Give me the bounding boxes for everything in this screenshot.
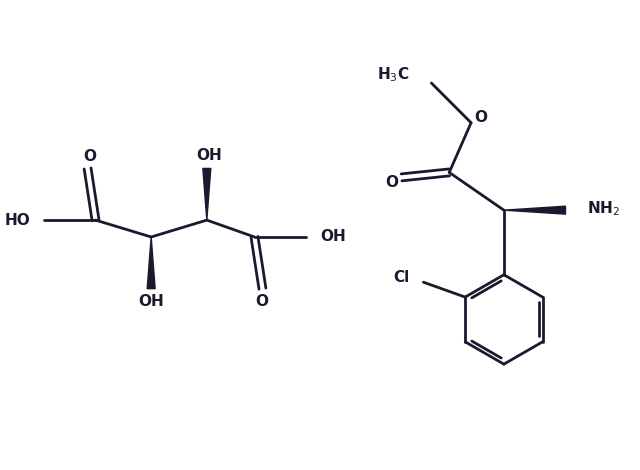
Text: O: O — [474, 110, 488, 125]
Text: NH$_2$: NH$_2$ — [588, 199, 620, 218]
Text: H$_3$C: H$_3$C — [377, 66, 410, 85]
Polygon shape — [203, 168, 211, 220]
Text: O: O — [83, 149, 96, 164]
Text: OH: OH — [320, 229, 346, 244]
Text: HO: HO — [4, 212, 30, 227]
Polygon shape — [504, 206, 566, 214]
Text: OH: OH — [196, 148, 221, 163]
Text: O: O — [255, 294, 268, 309]
Polygon shape — [147, 237, 155, 289]
Text: OH: OH — [138, 294, 164, 309]
Text: O: O — [385, 175, 398, 190]
Text: Cl: Cl — [393, 270, 410, 285]
